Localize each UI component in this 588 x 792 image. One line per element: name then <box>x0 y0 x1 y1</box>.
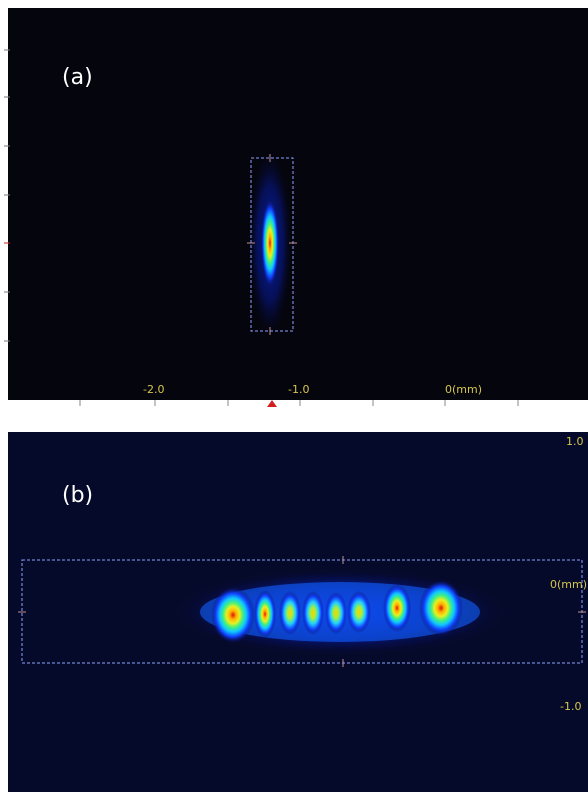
x-axis-label: 0(mm) <box>445 383 482 396</box>
position-marker <box>267 400 277 407</box>
panel-b: (b) 1.0 0(mm) -1.0 <box>8 432 588 792</box>
beam-spot <box>261 199 279 287</box>
left-ticks <box>4 49 10 342</box>
bottom-ticks <box>79 400 519 406</box>
x-axis-label: -1.0 <box>288 383 309 396</box>
panel-a: (a) -2.0 -1.0 0(mm) <box>4 8 588 407</box>
y-axis-label: 1.0 <box>566 435 584 448</box>
x-axis-label: -2.0 <box>143 383 164 396</box>
y-axis-label: -1.0 <box>560 700 581 713</box>
crosshair <box>247 154 297 335</box>
crosshair <box>18 556 586 667</box>
beam-spots <box>211 580 463 643</box>
roi-box <box>250 157 294 332</box>
panel-a-background <box>8 8 588 400</box>
panel-label: (a) <box>62 65 93 90</box>
y-axis-label: 0(mm) <box>550 578 587 591</box>
panel-label: (b) <box>62 483 93 508</box>
